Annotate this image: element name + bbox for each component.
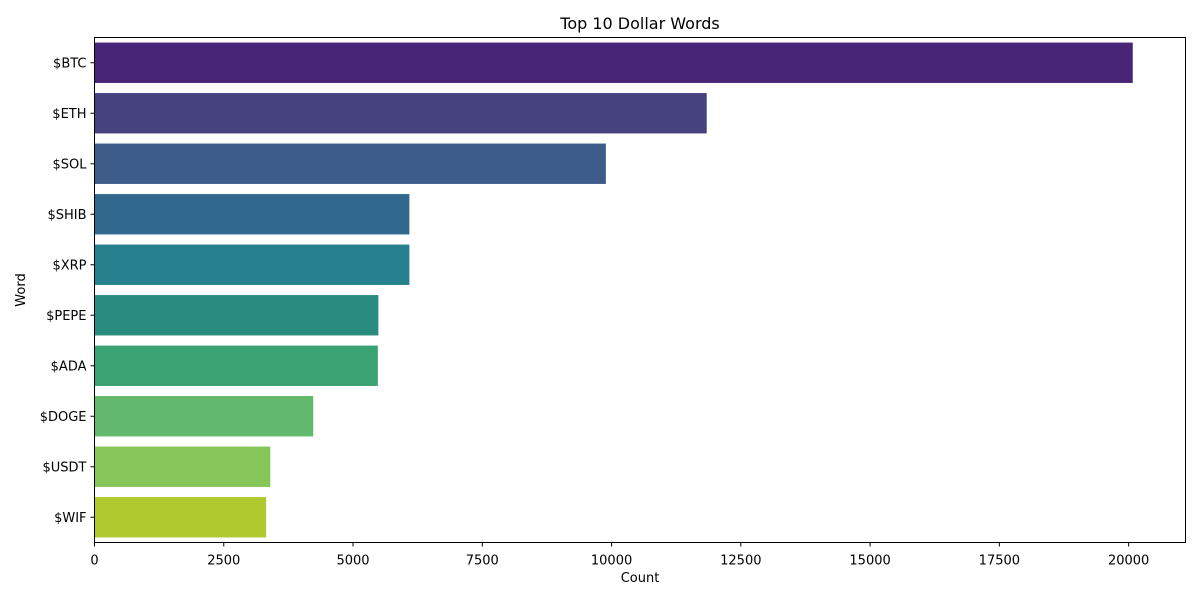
plot-frame [94, 37, 1186, 543]
bar [94, 345, 378, 386]
bar [94, 93, 707, 134]
bar [94, 446, 271, 487]
bar [94, 396, 314, 437]
x-tick-label: 5000 [336, 553, 369, 568]
bar [94, 42, 1133, 83]
y-axis-ticks: $BTC $ETH $SOL $SHIB $XRP $PEPE $ADA $DOGE $USDT… [40, 56, 95, 526]
x-tick-label: 0 [90, 553, 98, 568]
y-tick-label: $BTC [53, 56, 86, 71]
x-tick-label: 15000 [849, 553, 890, 568]
y-tick-label: $SHIB [47, 208, 86, 223]
x-tick-label: 12500 [720, 553, 761, 568]
x-tick-label: 17500 [979, 553, 1020, 568]
x-tick-label: 20000 [1108, 553, 1149, 568]
bars-group [94, 42, 1133, 538]
bar [94, 295, 379, 336]
bar [94, 244, 410, 285]
y-tick-label: $ADA [51, 359, 87, 374]
x-axis-label: Count [621, 571, 660, 586]
bar [94, 497, 267, 538]
y-tick-label: $USDT [43, 460, 87, 475]
bar [94, 194, 410, 235]
x-tick-label: 7500 [466, 553, 499, 568]
x-axis-ticks: 0 2500 5000 7500 10000 12500 15000 17500 20000 [90, 542, 1149, 568]
y-tick-label: $XRP [52, 258, 86, 273]
bar [94, 143, 606, 184]
y-tick-label: $ETH [52, 107, 86, 122]
y-tick-label: $WIF [54, 511, 86, 526]
y-tick-label: $DOGE [40, 410, 87, 425]
y-tick-label: $SOL [53, 157, 88, 172]
y-axis-label: Word [14, 273, 29, 306]
x-tick-label: 2500 [207, 553, 240, 568]
y-tick-label: $PEPE [46, 309, 86, 324]
x-tick-label: 10000 [591, 553, 632, 568]
chart-title: Top 10 Dollar Words [559, 14, 719, 33]
